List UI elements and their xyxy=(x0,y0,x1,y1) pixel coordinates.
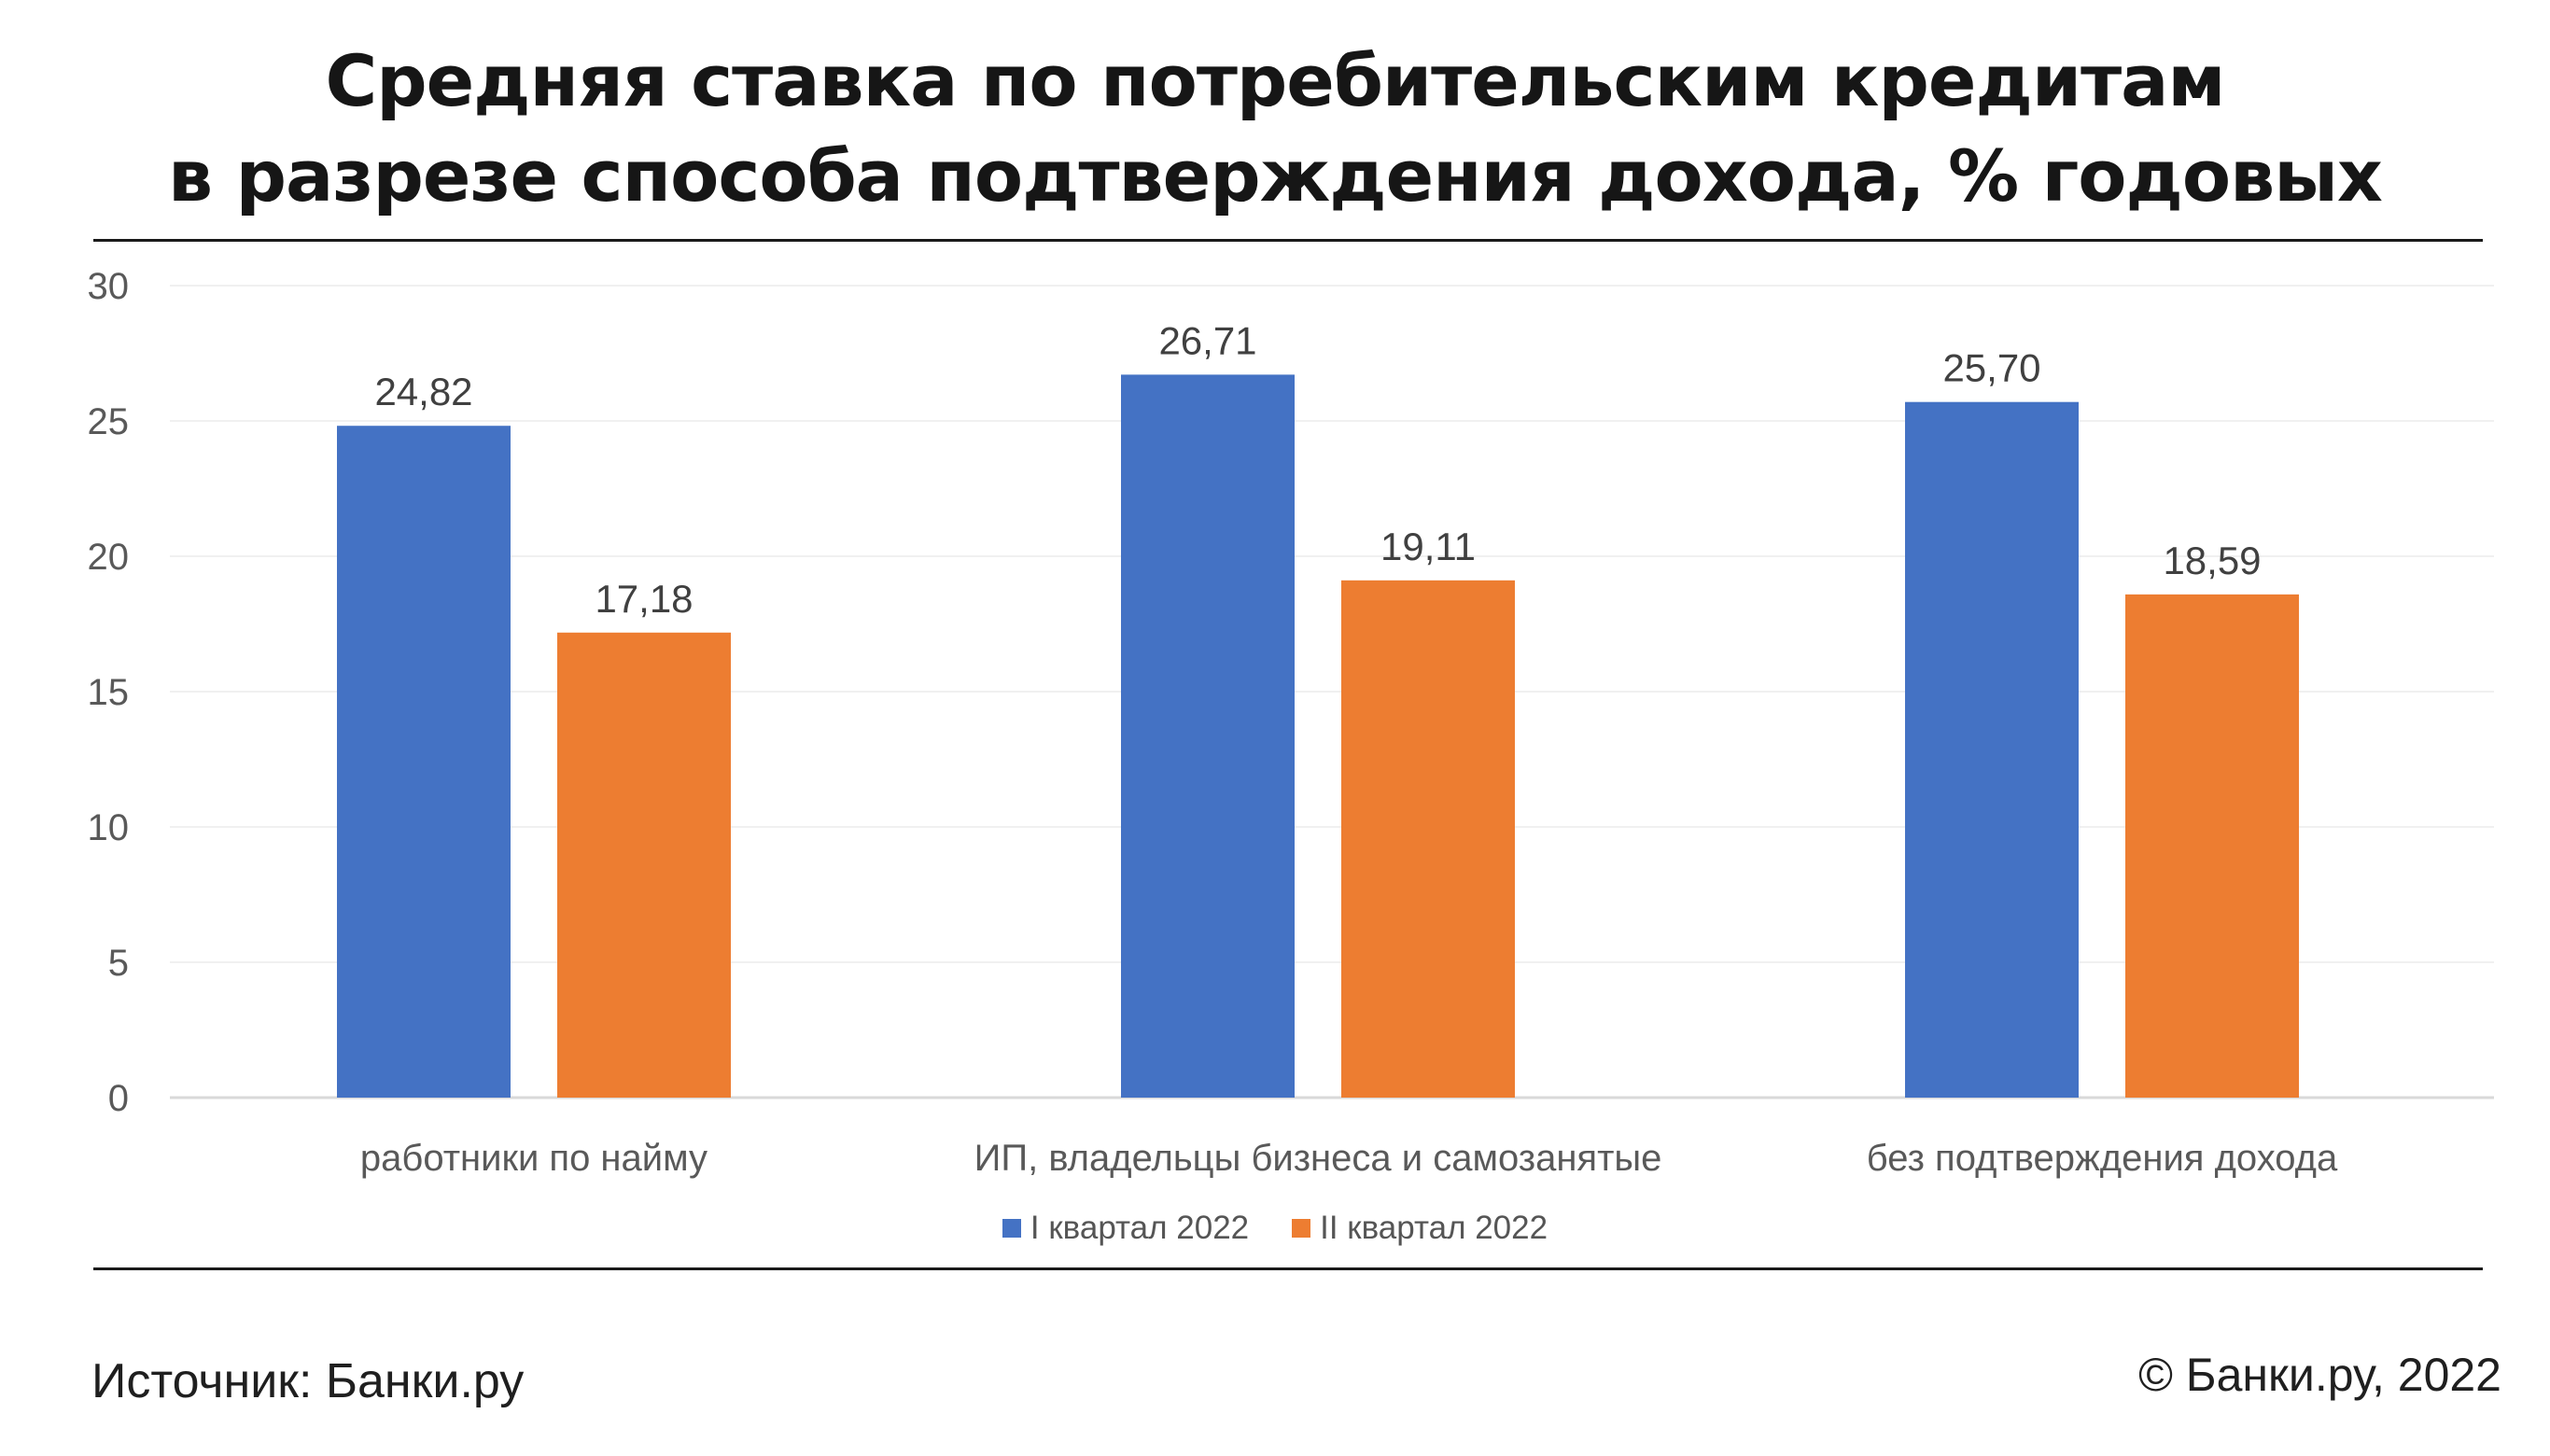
data-label: 25,70 xyxy=(1942,346,2040,390)
data-label: 19,11 xyxy=(1380,525,1476,568)
legend-label-series-2: II квартал 2022 xyxy=(1320,1210,1548,1246)
bar-series-1 xyxy=(1905,401,2079,1098)
bottom-divider xyxy=(93,1267,2483,1270)
legend-label-series-1: I квартал 2022 xyxy=(1030,1210,1250,1246)
chart-title: Средняя ставка по потребительским кредит… xyxy=(0,34,2550,224)
y-tick-label: 15 xyxy=(88,672,130,713)
bar-series-1 xyxy=(1121,374,1295,1098)
legend-swatch-series-2 xyxy=(1292,1219,1311,1238)
y-tick-label: 25 xyxy=(88,401,130,442)
copyright-note: © Банки.ру, 2022 xyxy=(2138,1349,2501,1401)
data-label: 17,18 xyxy=(595,577,693,621)
chart-title-line-1: Средняя ставка по потребительским кредит… xyxy=(325,39,2225,122)
source-note: Источник: Банки.ру xyxy=(91,1354,525,1408)
legend-item-series-2: II квартал 2022 xyxy=(1292,1210,1548,1247)
y-tick-label: 5 xyxy=(108,943,129,984)
x-tick-label: работники по найму xyxy=(360,1138,708,1179)
bar-series-1 xyxy=(337,426,511,1099)
y-tick-label: 0 xyxy=(108,1078,129,1119)
bar-series-2 xyxy=(1341,580,1515,1098)
legend-item-series-1: I квартал 2022 xyxy=(1002,1210,1249,1247)
y-tick-label: 30 xyxy=(88,266,130,307)
x-tick-label: ИП, владельцы бизнеса и самозанятые xyxy=(974,1138,1662,1179)
bar-series-2 xyxy=(557,632,731,1098)
data-label: 24,82 xyxy=(374,370,472,413)
x-tick-label: без подтверждения дохода xyxy=(1867,1138,2338,1179)
legend-swatch-series-1 xyxy=(1002,1219,1021,1238)
chart-title-line-2: в разрезе способа подтверждения дохода, … xyxy=(168,134,2383,217)
bar-chart: 0 5 10 15 20 25 30 24,82 17,18 работники по найму… xyxy=(88,266,2494,1179)
data-label: 26,71 xyxy=(1158,318,1256,362)
legend: I квартал 2022 II квартал 2022 xyxy=(0,1210,2550,1247)
bar-series-2 xyxy=(2125,594,2299,1098)
data-label: 18,59 xyxy=(2163,539,2261,582)
y-tick-label: 10 xyxy=(88,807,130,848)
top-divider xyxy=(93,239,2483,242)
y-tick-label: 20 xyxy=(88,537,130,578)
